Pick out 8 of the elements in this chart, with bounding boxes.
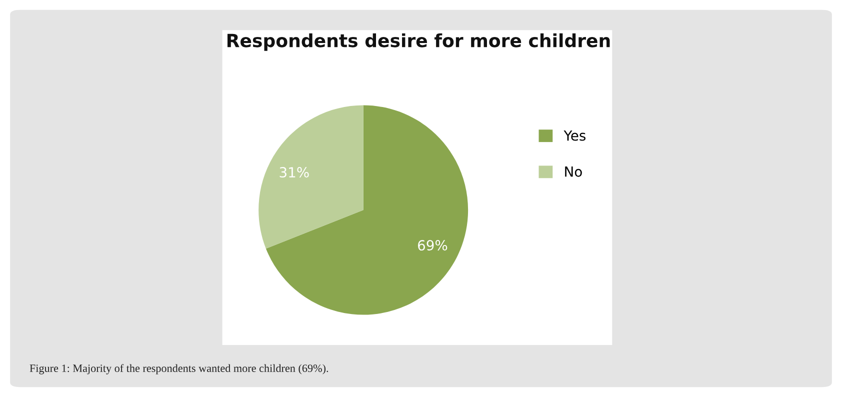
legend-label: No xyxy=(565,166,582,177)
chart-title: Respondents desire for more children xyxy=(227,33,610,51)
pie-slice xyxy=(258,105,364,249)
data-label: 31% xyxy=(280,167,309,178)
pie-slice xyxy=(266,105,468,315)
data-label: 69% xyxy=(418,240,448,251)
caption: Figure 1: Majority of the respondents wanted more children (69%). xyxy=(30,364,328,374)
legend-label: Yes xyxy=(564,130,586,141)
